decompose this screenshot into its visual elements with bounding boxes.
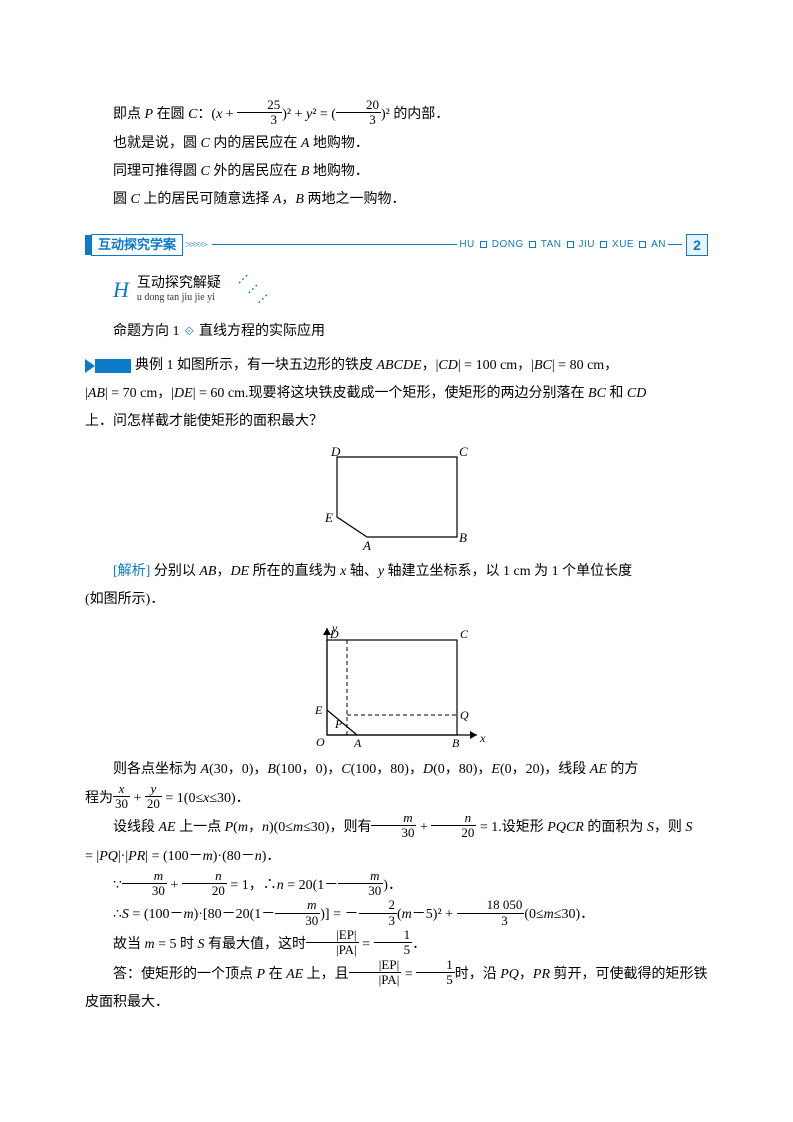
svg-text:C: C xyxy=(459,444,468,459)
svg-text:B: B xyxy=(452,736,460,750)
direction-line: 命题方向 1⟐直线方程的实际应用 xyxy=(113,318,708,346)
banner-label: 互动探究学案 xyxy=(91,234,183,256)
example-line3: 上．问怎样截才能使矩形的面积最大？ xyxy=(85,408,708,436)
figure-1: D C E A B xyxy=(85,442,708,552)
svg-text:E: E xyxy=(314,703,323,717)
svg-text:A: A xyxy=(362,538,371,552)
section-banner: 互动探究学案 >>>>> HU DONG TAN JIU XUE AN 2 xyxy=(85,232,708,258)
example-header: 典例 1 如图所示，有一块五边形的铁皮 ABCDE，|CD| = 100 cm，… xyxy=(85,352,708,380)
deriv-line2: ∴S = (100－m)·[80－20(1－m30)] = －23(m－5)² … xyxy=(85,900,708,930)
answer-line2: 皮面积最大． xyxy=(85,989,708,1017)
solution-p1: [解析] 分别以 AB，DE 所在的直线为 x 轴、y 轴建立坐标系，以 1 c… xyxy=(85,558,708,586)
figure-2: D C E P Q O A B x y xyxy=(85,620,708,750)
svg-text:A: A xyxy=(353,736,362,750)
banner-letters: HU DONG TAN JIU XUE AN xyxy=(457,235,668,255)
intro-p4: 圆 C 上的居民可随意选择 A，B 两地之一购物． xyxy=(85,186,708,214)
bar-icon xyxy=(95,359,131,373)
pq-line1: 设线段 AE 上一点 P(m，n)(0≤m≤30)，则有m30 + n20 = … xyxy=(85,813,708,843)
page-badge: 2 xyxy=(686,234,708,256)
example-line2: |AB| = 70 cm，|DE| = 60 cm.现要将这块铁皮截成一个矩形，… xyxy=(85,380,708,408)
svg-text:O: O xyxy=(316,735,325,749)
answer-line1: 答：使矩形的一个顶点 P 在 AE 上，且|EP||PA| = 15时，沿 PQ… xyxy=(85,960,708,990)
subheading: H 互动探究解疑 u dong tan jiu jie yi ⋮⋮⋮ xyxy=(113,268,708,312)
svg-text:P: P xyxy=(334,717,343,731)
intro-p3: 同理可推得圆 C 外的居民应在 B 地购物． xyxy=(85,158,708,186)
intro-p1: 即点 P 在圆 C：(x + 253)² + y² = (203)² 的内部． xyxy=(85,100,708,130)
intro-p2: 也就是说，圆 C 内的居民应在 A 地购物． xyxy=(85,130,708,158)
coords-line2: 程为x30 + y20 = 1(0≤x≤30)． xyxy=(85,784,708,814)
svg-text:E: E xyxy=(324,510,333,525)
svg-text:y: y xyxy=(331,621,338,635)
arrow-icon xyxy=(85,359,95,373)
coords-line1: 则各点坐标为 A(30，0)，B(100，0)，C(100，80)，D(0，80… xyxy=(85,756,708,784)
solution-p1b: (如图所示)． xyxy=(85,586,708,614)
svg-text:Q: Q xyxy=(460,708,469,722)
svg-text:D: D xyxy=(330,444,341,459)
pq-line2: = |PQ|·|PR| = (100－m)·(80－n)． xyxy=(85,843,708,871)
deriv-line1: ∵m30 + n20 = 1，∴n = 20(1－m30)． xyxy=(85,871,708,901)
svg-text:x: x xyxy=(479,731,486,745)
svg-text:C: C xyxy=(460,627,469,641)
svg-text:B: B xyxy=(459,530,467,545)
max-line: 故当 m = 5 时 S 有最大值，这时|EP||PA| = 15． xyxy=(85,930,708,960)
